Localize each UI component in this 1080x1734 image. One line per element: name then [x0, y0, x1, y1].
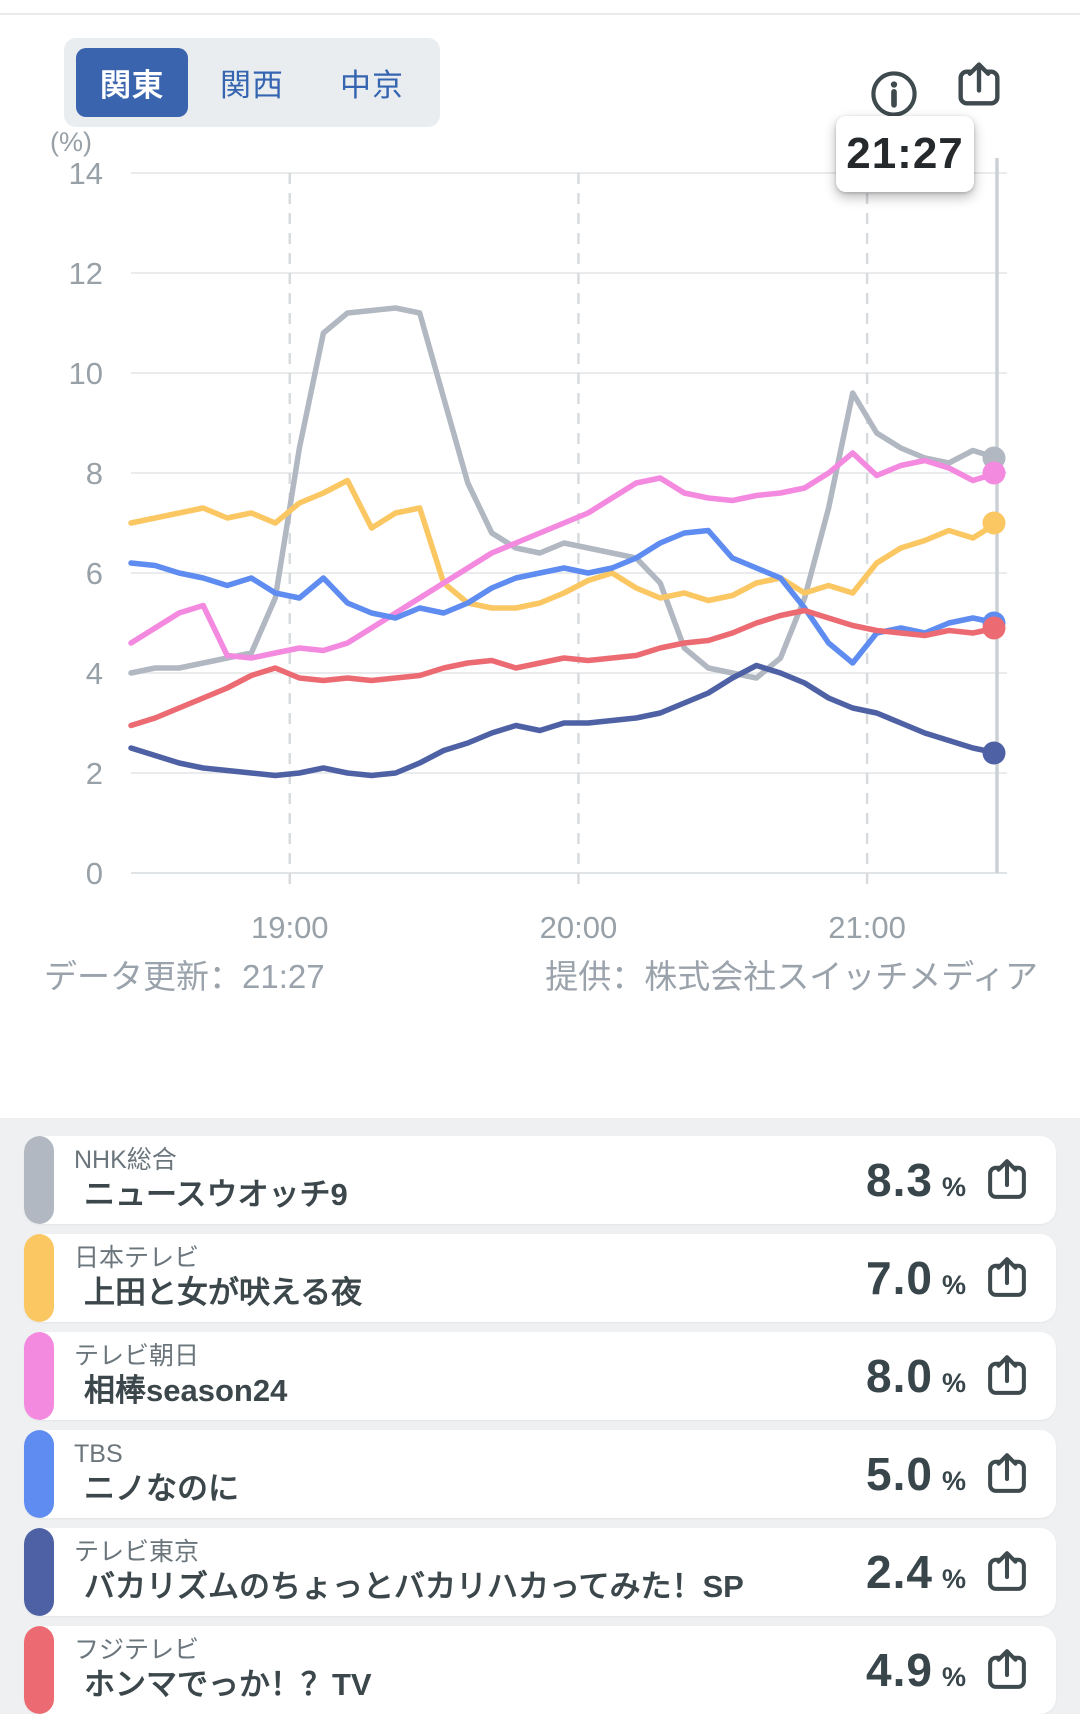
svg-text:20:00: 20:00 [540, 910, 618, 945]
info-icon[interactable] [868, 68, 920, 120]
station-name: テレビ朝日 [74, 1341, 200, 1370]
bottom-strip [0, 1714, 1080, 1734]
station-name: TBS [74, 1439, 123, 1468]
rating-value: 5.0 [866, 1448, 933, 1500]
svg-text:10: 10 [69, 356, 103, 391]
share-icon[interactable] [984, 1451, 1030, 1497]
rating-unit: % [941, 1563, 966, 1594]
share-icon[interactable] [984, 1549, 1030, 1595]
rating-value: 7.0 [866, 1252, 933, 1304]
channel-card-tvasahi: テレビ朝日 相棒season24 8.0 % [24, 1332, 1056, 1420]
channel-color-bar [24, 1332, 54, 1420]
share-icon[interactable] [984, 1353, 1030, 1399]
tab-kansai[interactable]: 関西 [220, 68, 284, 103]
channel-color-bar [24, 1430, 54, 1518]
rating-value: 4.9 [866, 1644, 933, 1696]
rating-unit: % [941, 1269, 966, 1300]
program-title: ホンマでっか！？TV [84, 1667, 372, 1703]
share-icon[interactable] [984, 1255, 1030, 1301]
svg-text:19:00: 19:00 [251, 910, 329, 945]
svg-text:4: 4 [86, 656, 103, 691]
program-title: 上田と女が吠える夜 [84, 1275, 363, 1311]
top-divider [0, 13, 1080, 15]
channel-card-tbs: TBS ニノなのに 5.0 % [24, 1430, 1056, 1518]
channel-color-bar [24, 1528, 54, 1616]
svg-text:2: 2 [86, 756, 103, 791]
rating-value: 8.3 [866, 1154, 933, 1206]
share-icon[interactable] [984, 1647, 1030, 1693]
channel-color-bar [24, 1234, 54, 1322]
channel-color-bar [24, 1626, 54, 1714]
channel-card-ntv: 日本テレビ 上田と女が吠える夜 7.0 % [24, 1234, 1056, 1322]
region-tab-group: 関東 関西 中京 [64, 38, 440, 127]
data-updated-label: データ更新：21:27 [44, 958, 325, 995]
program-title: バカリズムのちょっとバカリハカってみた！SP [84, 1569, 744, 1605]
station-name: NHK総合 [74, 1145, 177, 1174]
channel-color-bar [24, 1136, 54, 1224]
rating-unit: % [941, 1367, 966, 1398]
channel-card-fujitv: フジテレビ ホンマでっか！？TV 4.9 % [24, 1626, 1056, 1714]
share-icon[interactable] [984, 1157, 1030, 1203]
rating-unit: % [941, 1661, 966, 1692]
channel-card-nhk: NHK総合 ニュースウオッチ9 8.3 % [24, 1136, 1056, 1224]
station-name: テレビ東京 [74, 1537, 200, 1566]
rating-unit: % [941, 1465, 966, 1496]
tab-kanto[interactable]: 関東 [76, 48, 188, 117]
station-name: 日本テレビ [74, 1243, 200, 1272]
svg-text:14: 14 [69, 156, 103, 191]
svg-text:8: 8 [86, 456, 103, 491]
svg-text:(%): (%) [50, 127, 92, 157]
rating-value: 2.4 [866, 1546, 933, 1598]
svg-text:21:00: 21:00 [828, 910, 906, 945]
rating-value: 8.0 [866, 1350, 933, 1402]
program-title: ニュースウオッチ9 [84, 1177, 348, 1213]
channel-list: NHK総合 ニュースウオッチ9 8.3 % 日本テレビ 上田と女が吠える夜 [0, 1118, 1080, 1734]
station-name: フジテレビ [74, 1635, 200, 1664]
ratings-line-chart[interactable]: 0 2 4 6 8 10 12 14(%) 19:00 20:00 21:00 [0, 0, 1080, 1010]
program-title: ニノなのに [84, 1471, 239, 1507]
svg-text:0: 0 [86, 856, 103, 891]
program-title: 相棒season24 [84, 1373, 288, 1409]
data-provider-label: 提供：株式会社スイッチメディア [545, 958, 1038, 995]
channel-card-tvtokyo: テレビ東京 バカリズムのちょっとバカリハカってみた！SP 2.4 % [24, 1528, 1056, 1616]
share-icon[interactable] [954, 60, 1004, 110]
tab-chukyo[interactable]: 中京 [340, 68, 404, 103]
cursor-time-tooltip: 21:27 [836, 116, 974, 192]
svg-text:12: 12 [69, 256, 103, 291]
rating-unit: % [941, 1171, 966, 1202]
svg-text:6: 6 [86, 556, 103, 591]
